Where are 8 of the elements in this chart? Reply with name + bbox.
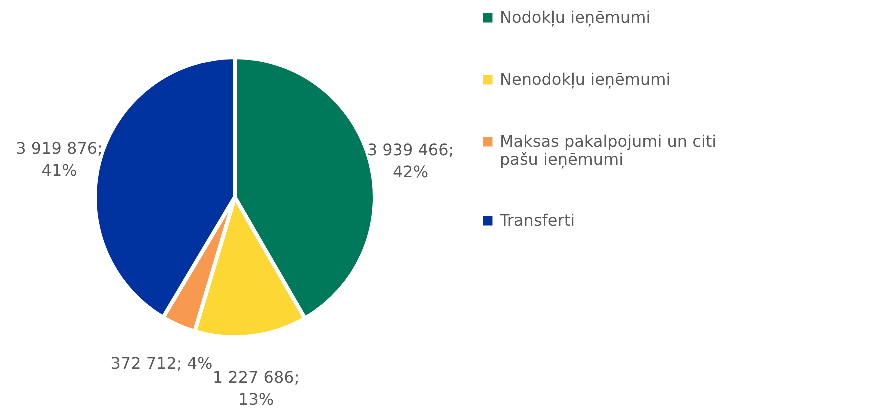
data-label: 372 712; 4% xyxy=(110,354,213,374)
data-label: 3 939 466; 42% xyxy=(367,140,454,182)
legend-label: Nenodokļu ieņēmumi xyxy=(500,70,671,89)
legend-label: Nodokļu ieņēmumi xyxy=(500,8,651,27)
legend-label: Transferti xyxy=(499,211,576,230)
legend-label: Maksas pakalpojumi un citi pašu ieņēmumi xyxy=(500,132,717,169)
data-label: 3 919 876; 41% xyxy=(16,139,103,180)
data-label: 1 227 686; 13% xyxy=(212,368,300,410)
